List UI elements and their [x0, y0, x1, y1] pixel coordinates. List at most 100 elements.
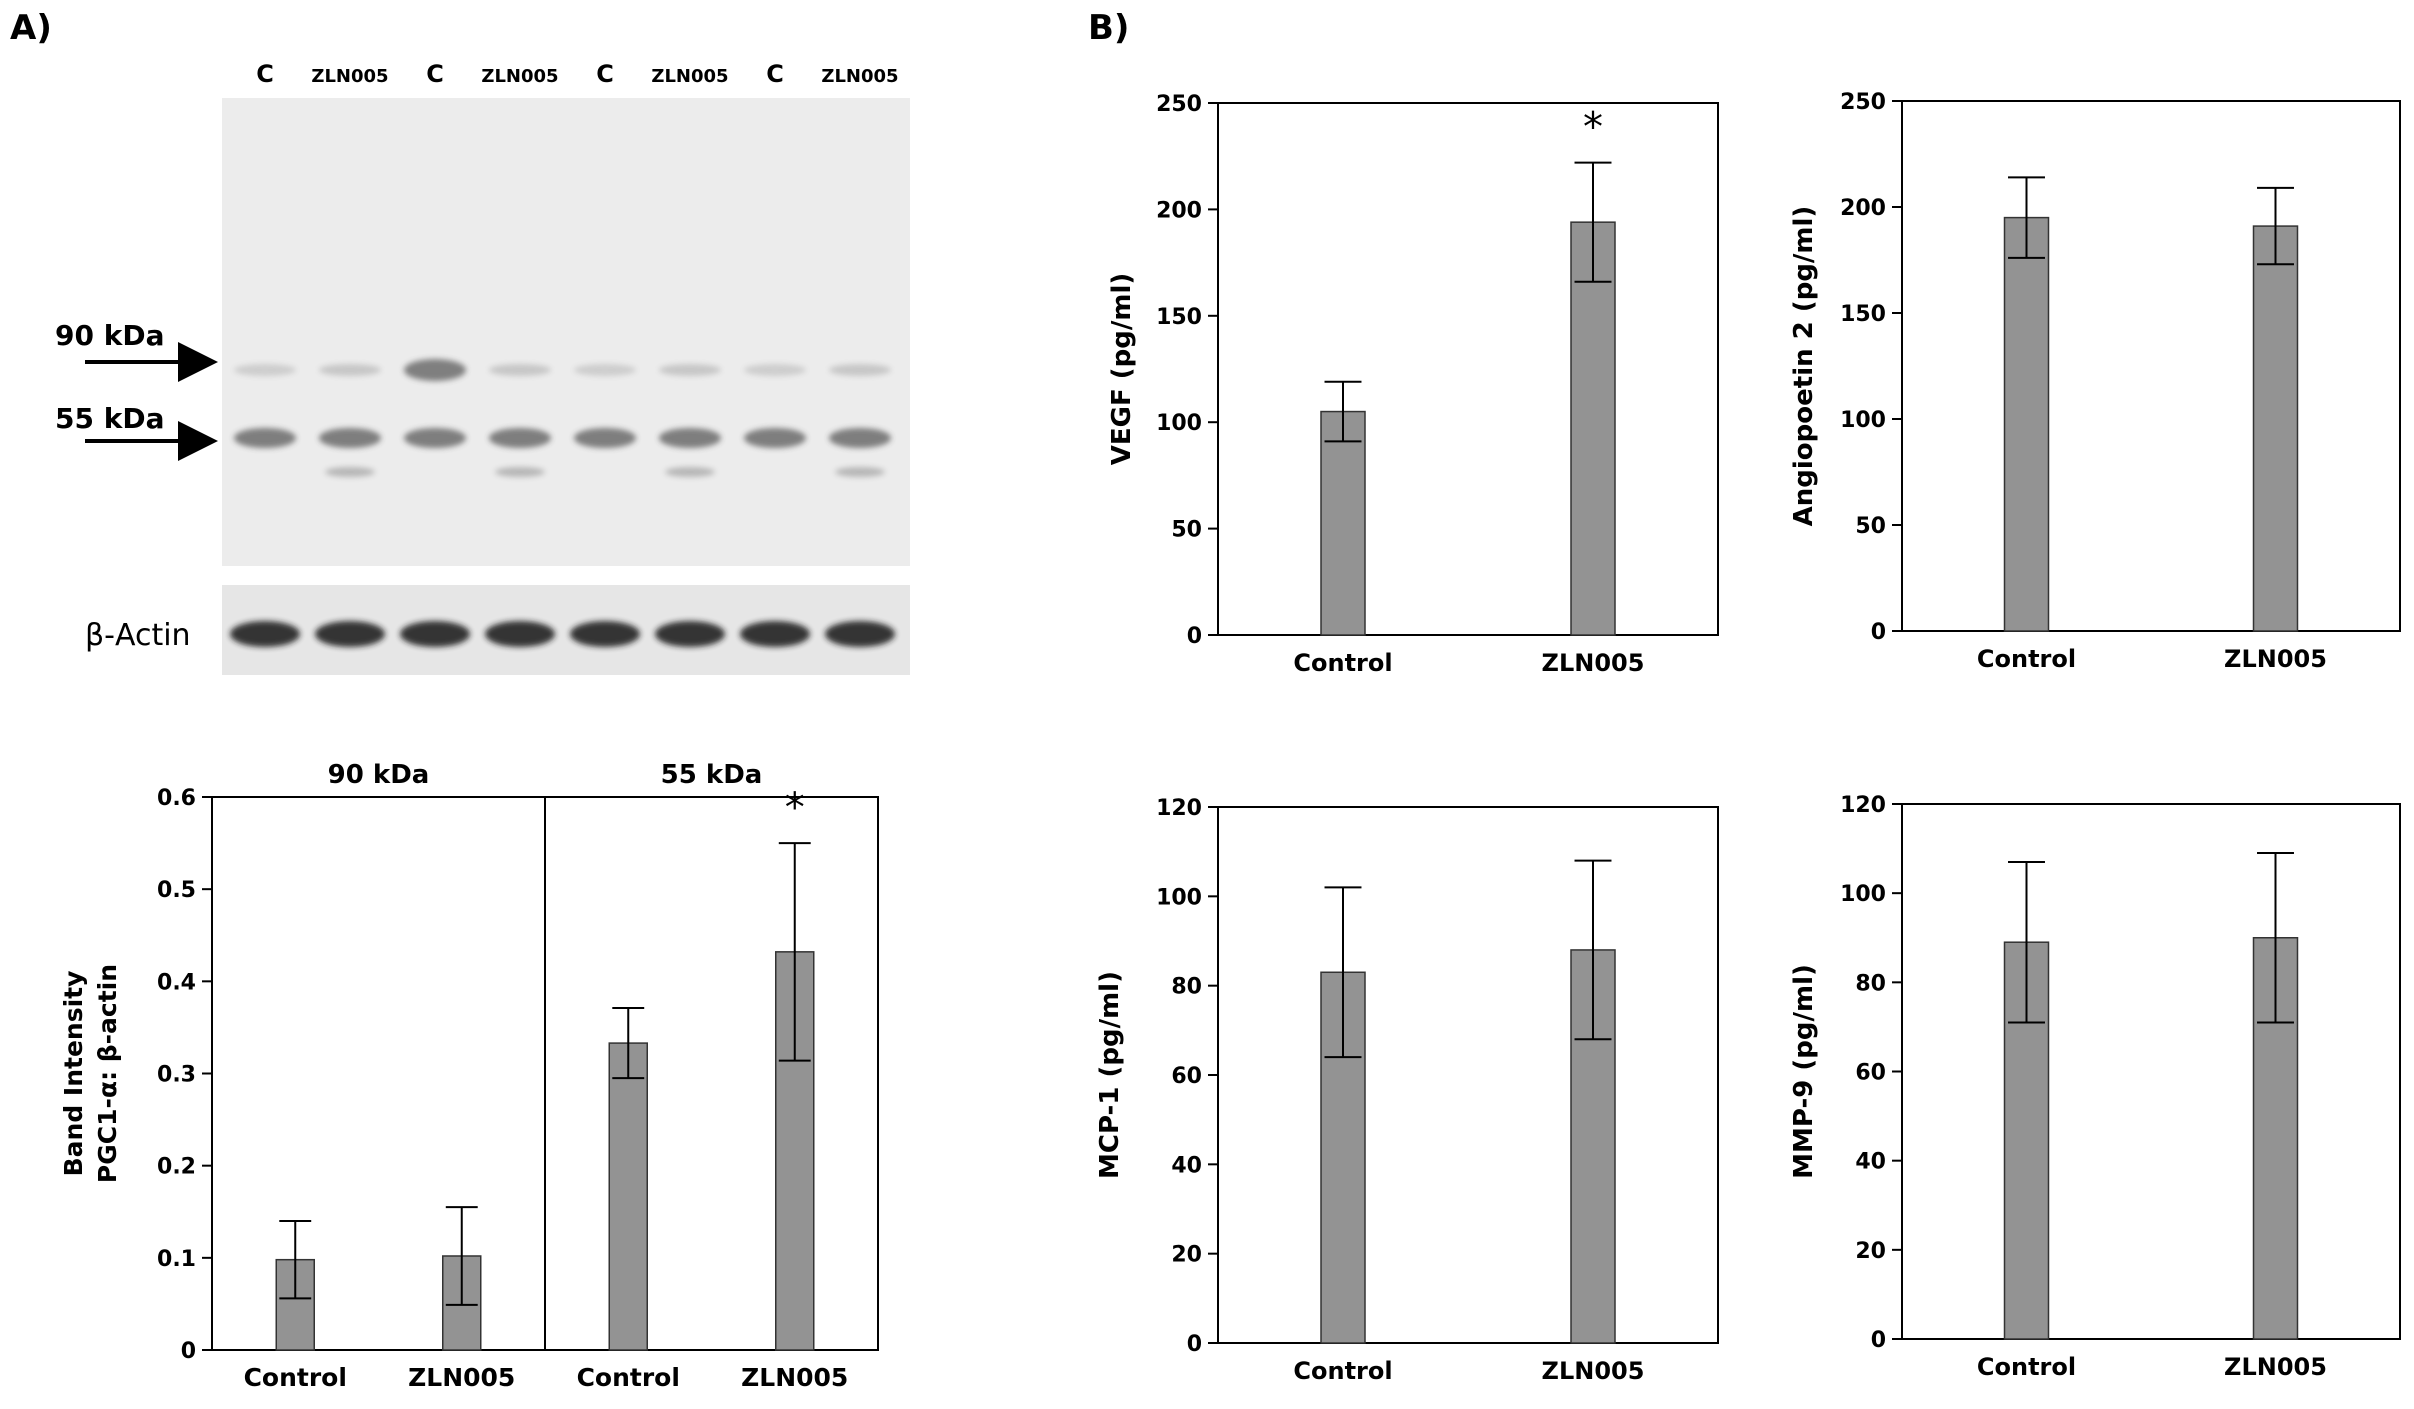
band-lower [325, 467, 375, 477]
y-axis-label: Band Intensity [59, 971, 88, 1177]
group-title: 90 kDa [328, 760, 430, 790]
bar [608, 1042, 648, 1351]
x-tick-label: Control [1293, 649, 1392, 677]
x-tick-label: ZLN005 [2224, 1353, 2327, 1381]
x-tick-label: ZLN005 [2224, 645, 2327, 673]
y-tick-label: 0.5 [157, 878, 196, 903]
band-actin [400, 621, 470, 647]
band-actin [825, 621, 895, 647]
band-actin [315, 621, 385, 647]
band-90 [234, 364, 296, 376]
x-tick-label: Control [1977, 1353, 2076, 1381]
y-tick-label: 80 [1171, 975, 1202, 1000]
chart-angiopoietin2: 0 50 100 150 200 250 Control ZLN005 Angiopoetin … [1789, 90, 2401, 673]
x-tick-label: ZLN005 [1542, 649, 1645, 677]
band-55 [829, 428, 891, 448]
band-55 [489, 428, 551, 448]
plot-frame [1901, 803, 2401, 1340]
band-55 [744, 428, 806, 448]
lane-label: C [766, 60, 784, 88]
band-90 [489, 364, 551, 376]
y-tick-label: 100 [1840, 882, 1886, 907]
y-tick-label: 200 [1156, 198, 1202, 223]
lane-labels: C ZLN005 C ZLN005 C ZLN005 C ZLN005 [256, 60, 898, 88]
band-55 [319, 428, 381, 448]
band-lower [665, 467, 715, 477]
band-55 [404, 428, 466, 448]
y-tick-label: 250 [1840, 90, 1886, 115]
x-tick-label: Control [244, 1363, 347, 1392]
blot-bands [230, 359, 895, 647]
blot-membrane [222, 98, 910, 566]
y-tick-label: 0 [1187, 1332, 1202, 1357]
y-tick-label: 40 [1855, 1150, 1886, 1175]
band-actin [570, 621, 640, 647]
lane-label: ZLN005 [651, 66, 728, 87]
y-tick-label: 120 [1156, 796, 1202, 821]
y-tick-label: 200 [1840, 196, 1886, 221]
lane-label: C [256, 60, 274, 88]
x-tick-label: ZLN005 [741, 1363, 848, 1392]
x-tick-label: ZLN005 [408, 1363, 515, 1392]
y-tick-label: 250 [1156, 92, 1202, 117]
y-tick-label: 60 [1171, 1064, 1202, 1089]
y-tick-label: 50 [1171, 518, 1202, 543]
y-tick-label: 80 [1855, 971, 1886, 996]
band-55 [659, 428, 721, 448]
y-tick-label: 40 [1171, 1153, 1202, 1178]
y-tick-label: 0.4 [157, 970, 196, 995]
x-tick-label: Control [1293, 1357, 1392, 1385]
y-tick-label: 100 [1156, 411, 1202, 436]
band-actin [485, 621, 555, 647]
y-tick-label: 0.1 [157, 1247, 196, 1272]
lane-label: ZLN005 [821, 66, 898, 87]
y-tick-label: 0 [1187, 624, 1202, 649]
y-axis-label: MMP-9 (pg/ml) [1789, 964, 1819, 1179]
panel-b-label: B) [1088, 8, 1130, 48]
plot-frame [1217, 102, 1719, 636]
y-tick-label: 150 [1156, 305, 1202, 330]
band-90 [404, 359, 466, 381]
lane-label: ZLN005 [481, 66, 558, 87]
band-90 [659, 364, 721, 376]
y-axis-label: VEGF (pg/ml) [1107, 273, 1137, 466]
group-title: 55 kDa [661, 760, 763, 790]
band-90 [829, 364, 891, 376]
marker-55-label: 55 kDa [55, 402, 164, 435]
band-lower [835, 467, 885, 477]
actin-label: β-Actin [85, 618, 191, 653]
band-actin [740, 621, 810, 647]
band-90 [319, 364, 381, 376]
y-axis-label: Angiopoetin 2 (pg/ml) [1789, 206, 1819, 527]
y-tick-label: 120 [1840, 793, 1886, 818]
bar [1570, 221, 1616, 636]
bar [1320, 410, 1366, 636]
y-axis-label: MCP-1 (pg/ml) [1095, 971, 1125, 1179]
chart-pgc1a: 0 0.1 0.2 0.3 0.4 0.5 0.6 90 kDa Control ZLN005 55… [59, 760, 879, 1392]
band-90 [744, 364, 806, 376]
bar [2003, 216, 2050, 632]
band-90 [574, 364, 636, 376]
y-tick-label: 60 [1855, 1061, 1886, 1086]
x-tick-label: Control [577, 1363, 680, 1392]
y-axis-label: PGC1-α: β-actin [93, 964, 122, 1183]
y-tick-label: 50 [1855, 514, 1886, 539]
band-lower [495, 467, 545, 477]
y-tick-label: 0.6 [157, 786, 196, 811]
band-actin [230, 621, 300, 647]
chart-vegf: 0 50 100 150 200 250 Control ZLN005 * VEGF (pg/ml… [1107, 92, 1719, 677]
y-tick-label: 0 [1871, 620, 1886, 645]
significance-marker: * [785, 785, 805, 831]
band-55 [234, 428, 296, 448]
y-tick-label: 0.2 [157, 1155, 196, 1180]
y-tick-label: 20 [1171, 1243, 1202, 1268]
panel-a-label: A) [10, 8, 52, 48]
y-tick-label: 0 [1871, 1328, 1886, 1353]
western-blot: C ZLN005 C ZLN005 C ZLN005 C ZLN005 90 kDa 55 k… [55, 60, 910, 675]
x-tick-label: Control [1977, 645, 2076, 673]
lane-label: C [596, 60, 614, 88]
lane-label: C [426, 60, 444, 88]
chart-mcp1: 0 20 40 60 80 100 120 Control ZLN005 MCP-1 (pg/ml… [1095, 796, 1719, 1385]
lane-label: ZLN005 [311, 66, 388, 87]
